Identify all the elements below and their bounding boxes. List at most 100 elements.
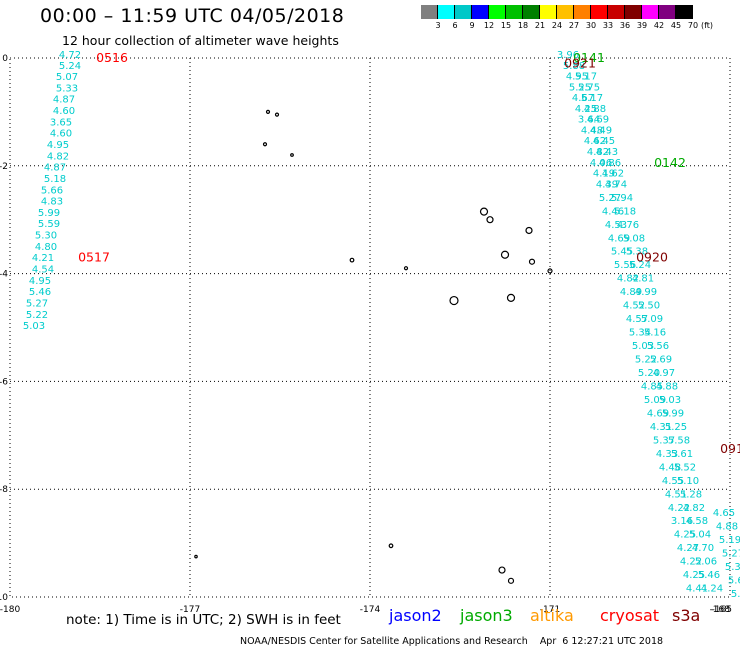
swh-value: 5.19 — [719, 535, 740, 546]
swh-value: 4.60 — [50, 129, 72, 140]
colorbar-label: 12 — [483, 21, 495, 30]
colorbar-label: 45 — [670, 21, 682, 30]
swh-value: 5.18 — [614, 206, 636, 217]
swh-value: 5.45 — [611, 247, 633, 258]
swh-value: 5.46 — [698, 570, 720, 581]
swh-value: 5.33 — [56, 83, 78, 94]
swh-value: 4.49 — [590, 125, 612, 136]
swh-value: 5.20 — [638, 368, 660, 379]
colorbar-swatch — [642, 5, 659, 19]
axis-tick-labels: -180 -177 -174 -171 -168-165 0 -2 -4 -6 -8 -10 — [0, 54, 732, 615]
island-outline — [274, 112, 280, 117]
swh-value: 5.50 — [638, 301, 660, 312]
swh-value: 5.30 — [35, 231, 57, 242]
island-outline — [500, 250, 510, 259]
swh-value: 4.88 — [656, 381, 678, 392]
swh-value: 4.86 — [599, 158, 621, 169]
swh-value: 5.94 — [611, 193, 633, 204]
y-tick-label: -6 — [0, 377, 8, 387]
swh-value: 5.08 — [623, 233, 645, 244]
colorbar-swatch — [540, 5, 557, 19]
credit-text: NOAA/NESDIS Center for Satellite Applica… — [240, 636, 528, 647]
x-tick-label: -177 — [180, 605, 200, 615]
swh-value: 4.88 — [716, 522, 738, 533]
swh-value: 5.58 — [668, 435, 690, 446]
x-tick-label: -180 — [0, 605, 20, 615]
colorbar-swatch — [557, 5, 574, 19]
swh-value: 5.69 — [650, 355, 672, 366]
colorbar-label: 27 — [568, 21, 580, 30]
island-outline — [525, 226, 533, 235]
pass-time-label: 0920 — [636, 249, 668, 264]
swh-value: 5.75 — [578, 82, 600, 93]
island-outline — [262, 142, 268, 147]
swh-value: 4.41 — [686, 584, 708, 595]
swh-value: 4.48 — [659, 462, 681, 473]
colorbar-swatch — [659, 5, 676, 19]
y-tick-label: -4 — [0, 270, 8, 280]
credit-line: NOAA/NESDIS Center for Satellite Applica… — [240, 636, 663, 647]
swh-value: 5.09 — [644, 395, 666, 406]
swh-value: 4.52 — [623, 301, 645, 312]
x-tick-label: -168 — [710, 605, 731, 615]
swh-value: 5.38 — [626, 247, 648, 258]
swh-value: 4.48 — [581, 125, 603, 136]
island-outline — [388, 543, 394, 549]
swh-value: 5.88 — [563, 61, 585, 72]
swh-value: 4.53 — [605, 220, 627, 231]
colorbar-swatch — [438, 5, 455, 19]
colorbar-label: 24 — [551, 21, 563, 30]
swh-value: 5.67 — [728, 576, 740, 587]
island-outline — [486, 216, 494, 224]
colorbar-swatch — [574, 5, 591, 19]
swh-value: 5.56 — [614, 260, 636, 271]
swh-value: 4.72 — [59, 50, 81, 61]
colorbar-label: 6 — [452, 21, 458, 30]
swh-value: 5.27 — [722, 549, 740, 560]
swh-value: 4.22 — [668, 503, 690, 514]
note-text: note: 1) Time is in UTC; 2) SWH is in fe… — [66, 612, 341, 628]
colorbar-swatch — [472, 5, 489, 19]
swh-value: 5.42 — [731, 589, 740, 600]
swh-value: 5.24 — [59, 61, 81, 72]
colorbar-swatch — [523, 5, 540, 19]
island-outline — [449, 295, 459, 306]
colorbar-swatch — [421, 5, 438, 19]
swh-value: 3.96 — [557, 50, 579, 61]
swh-value: 5.27 — [599, 193, 621, 204]
colorbar-label: 9 — [469, 21, 475, 30]
swh-value: 4.33 — [656, 449, 678, 460]
island-outline — [528, 258, 536, 265]
island-outline — [403, 266, 409, 271]
pass-time-label: 0919 — [720, 441, 740, 456]
swh-value: 4.82 — [47, 151, 69, 162]
island-outline — [265, 109, 271, 115]
swh-value: 4.54 — [32, 265, 54, 276]
swh-value: 4.87 — [53, 95, 75, 106]
swh-value: 4.69 — [647, 408, 669, 419]
swh-value: 5.28 — [680, 489, 702, 500]
colorbar-label: 42 — [653, 21, 665, 30]
island-outline — [507, 577, 515, 584]
island-outline — [349, 257, 355, 263]
timestamp-text: Apr 6 12:27:21 UTC 2018 — [539, 636, 664, 647]
colorbar-swatch — [676, 5, 693, 19]
swh-value: 4.39 — [596, 179, 618, 190]
island-outline — [506, 293, 516, 302]
pass-time-label: 0516 — [96, 50, 128, 65]
swh-value: 5.10 — [677, 476, 699, 487]
swh-value: 4.69 — [608, 233, 630, 244]
island-outline — [498, 566, 506, 574]
swh-value: 4.62 — [602, 169, 624, 180]
swh-value: 4.89 — [620, 287, 642, 298]
island-outline — [479, 207, 489, 216]
swh-value: 4.25 — [674, 530, 696, 541]
swh-value: 4.43 — [596, 147, 618, 158]
x-tick-label: -174 — [360, 605, 381, 615]
swh-value: 5.22 — [635, 355, 657, 366]
swh-value: 4.27 — [677, 543, 699, 554]
swh-value: 5.66 — [41, 185, 63, 196]
swh-value: 5.03 — [632, 341, 654, 352]
island-outline — [290, 153, 294, 157]
colorbar-label: 18 — [517, 21, 529, 30]
